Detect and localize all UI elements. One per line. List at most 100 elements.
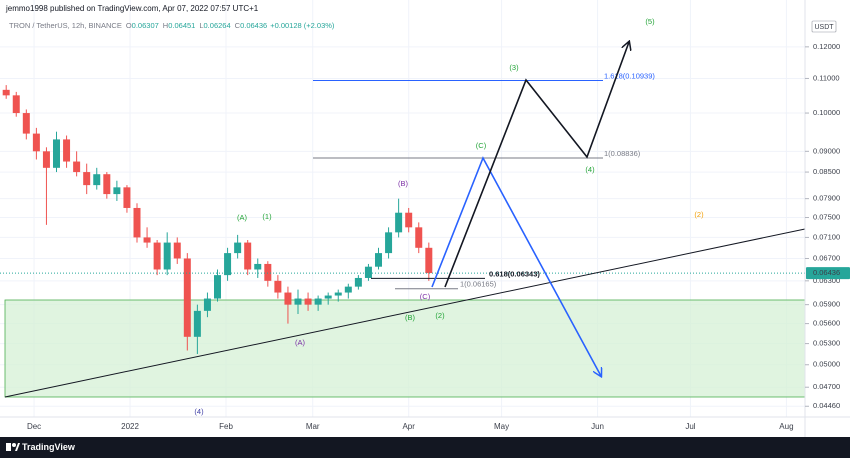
footer-bar: [0, 437, 850, 458]
wave-label: (A): [295, 338, 306, 347]
candle-body: [334, 292, 342, 296]
symbol: TRON / TetherUS, 12h, BINANCE: [9, 21, 122, 30]
y-tick-label: 0.05900: [813, 300, 840, 309]
candle-body: [113, 187, 121, 195]
candle-body: [375, 253, 383, 267]
quote-key: C: [235, 21, 241, 30]
candle-body: [53, 139, 61, 168]
fib-label: 1.618(0.10939): [604, 71, 655, 80]
candle-body: [83, 172, 91, 186]
last-price-tag: [806, 267, 850, 280]
y-tick-label: 0.07100: [813, 232, 840, 241]
candle-body: [395, 212, 403, 233]
candle-body: [123, 187, 131, 208]
y-tick-label: 0.05000: [813, 360, 840, 369]
candle-body: [173, 242, 181, 259]
candle-body: [304, 298, 312, 305]
projection-blue: [431, 156, 601, 376]
brand-logo: [6, 443, 20, 451]
wave-labels: (5) (3) (C) (4) (B) (A) (1) (2) (C) (2) (B) (A) (4): [194, 17, 704, 416]
y-tick-label: 0.11000: [813, 73, 840, 82]
x-tick-label: Mar: [306, 422, 320, 431]
y-tick-label: 0.07900: [813, 194, 840, 203]
wave-label: (1): [262, 212, 272, 221]
quote-key: O: [126, 21, 132, 30]
y-tick-label: 0.08500: [813, 167, 840, 176]
y-tick-label: 0.04460: [813, 401, 840, 410]
candle-body: [153, 242, 161, 270]
candle-body: [254, 263, 262, 270]
x-tick-label: Jul: [685, 422, 695, 431]
wave-label: (2): [435, 311, 445, 320]
candle-body: [234, 242, 242, 254]
trend-line: [4, 228, 806, 398]
quote-value: 0.06264: [204, 21, 231, 30]
y-tick-label: 0.05300: [813, 339, 840, 348]
publisher: jemmo1998 published on TradingView.com, …: [5, 4, 259, 13]
wave-label: (B): [398, 179, 409, 188]
candle-body: [93, 174, 101, 186]
fib-label: 1(0.06165): [460, 280, 497, 289]
x-tick-label: May: [494, 422, 509, 431]
candle-body: [324, 295, 332, 299]
wave-label: (4): [194, 407, 204, 416]
wave-label: (5): [645, 17, 655, 26]
currency-box: [811, 20, 837, 33]
x-tick-label: Dec: [27, 422, 41, 431]
candle-body: [214, 275, 222, 299]
last-price-label: 0.06436: [813, 268, 840, 277]
candle-body: [344, 286, 352, 293]
y-tick-label: 0.12000: [813, 42, 840, 51]
x-tick-label: Feb: [219, 422, 233, 431]
x-tick-label: Aug: [779, 422, 793, 431]
fib-label: 1(0.08836): [604, 149, 641, 158]
y-tick-label: 0.09000: [813, 146, 840, 155]
fib-label: 0.618(0.06343): [489, 269, 540, 278]
currency: USDT: [814, 24, 834, 31]
y-tick-label: 0.04700: [813, 382, 840, 391]
candle-body: [73, 161, 81, 173]
candle-body: [264, 263, 272, 281]
wave-label: (3): [509, 63, 519, 72]
y-tick-label: 0.07500: [813, 213, 840, 222]
candle-body: [415, 227, 423, 248]
candles: [0, 85, 805, 355]
projection-black: [444, 42, 629, 288]
quote-key: H: [163, 21, 168, 30]
quote-value: 0.06436: [240, 21, 267, 30]
candle-body: [42, 151, 50, 168]
y-tick-label: 0.05600: [813, 319, 840, 328]
candle-body: [32, 133, 40, 152]
x-tick-label: Apr: [402, 422, 415, 431]
wave-label: (B): [405, 313, 416, 322]
candle-body: [133, 207, 141, 238]
y-tick-label: 0.06300: [813, 276, 840, 285]
wave-label: (C): [420, 292, 431, 301]
candle-body: [294, 298, 302, 305]
candle-body: [22, 113, 30, 134]
brand: TradingView: [22, 442, 76, 452]
candle-body: [63, 139, 71, 162]
axes: USDT 0.12000 0.11000 0.10000 0.09000 0.08500…: [0, 0, 850, 437]
wave-label: (2): [694, 210, 704, 219]
y-tick-label: 0.10000: [813, 108, 840, 117]
wave-label: (4): [585, 165, 595, 174]
candle-body: [2, 89, 10, 96]
candle-body: [244, 242, 252, 270]
candle-body: [314, 298, 322, 305]
change: +0.00128 (+2.03%): [270, 21, 335, 30]
candle-body: [103, 174, 111, 195]
candle-body: [12, 95, 20, 114]
support-zone: [4, 299, 806, 398]
quote-value: 0.06451: [168, 21, 195, 30]
candle-body: [385, 232, 393, 254]
quote-value: 0.06307: [132, 21, 159, 30]
wave-label: (A): [237, 213, 248, 222]
candle-body: [163, 242, 171, 270]
wave-label: (C): [476, 141, 487, 150]
candle-body: [224, 253, 232, 276]
x-tick-label: Jun: [591, 422, 604, 431]
candle-body: [183, 258, 191, 337]
